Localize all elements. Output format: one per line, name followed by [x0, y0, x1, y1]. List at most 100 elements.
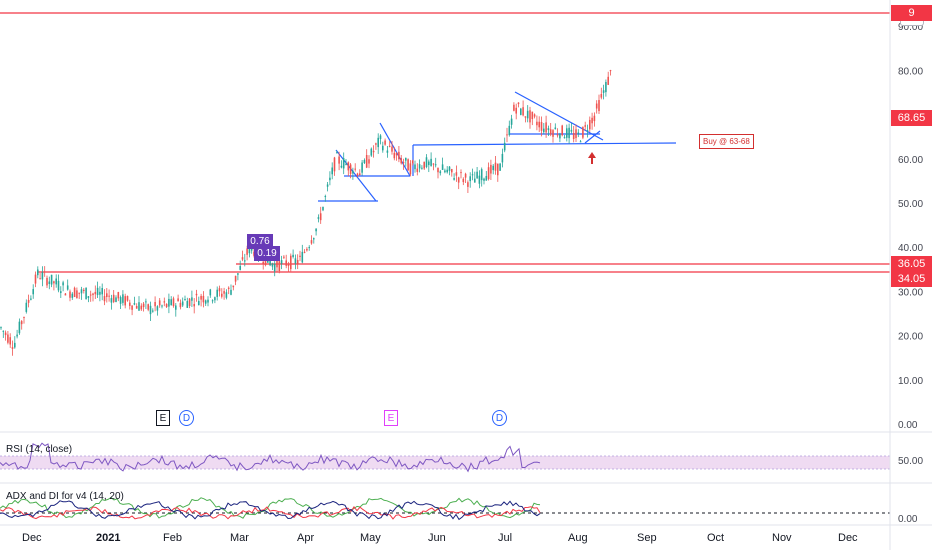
- candle-body: [161, 305, 163, 307]
- candle-body: [395, 152, 398, 156]
- time-axis-label: Jul: [498, 532, 512, 544]
- candle-body: [76, 290, 78, 299]
- candle-body: [464, 173, 467, 178]
- candle-body: [101, 288, 103, 295]
- rsi-pane-title[interactable]: RSI (14, close): [6, 444, 73, 455]
- adx-pane-title[interactable]: ADX and DI for v4 (14, 20): [6, 491, 124, 502]
- candle-body: [379, 135, 382, 140]
- candle-body: [186, 301, 189, 308]
- candle-body: [609, 70, 612, 72]
- candle-body: [234, 275, 237, 282]
- marker-label-a[interactable]: 0.76: [247, 234, 273, 249]
- rsi-axis-tick: 50.00: [898, 456, 924, 467]
- candle-body: [39, 278, 41, 280]
- candle-body: [112, 294, 115, 302]
- candle-body: [405, 157, 407, 161]
- candle-body: [497, 163, 499, 176]
- candle-body: [607, 76, 609, 85]
- candle-body: [540, 122, 543, 131]
- candle-body: [536, 121, 538, 126]
- candle-body: [301, 251, 304, 263]
- candle-body: [262, 261, 264, 264]
- candle-body: [43, 271, 46, 273]
- rsi-line: [0, 442, 541, 473]
- candle-body: [411, 160, 414, 164]
- candle-body: [83, 289, 85, 291]
- price-axis-tick: 0.00: [898, 420, 918, 431]
- candle-body: [605, 81, 607, 93]
- dividend-event-icon[interactable]: D: [179, 410, 194, 426]
- candle-body: [34, 274, 37, 284]
- candle-body: [9, 337, 11, 345]
- candle-body: [407, 159, 409, 171]
- candle-body: [207, 299, 209, 303]
- candle-body: [503, 142, 506, 151]
- candle-body: [418, 164, 421, 169]
- dividend-event-icon[interactable]: D: [492, 410, 507, 426]
- candle-body: [568, 127, 570, 139]
- candle-body: [140, 305, 143, 310]
- candle-body: [103, 296, 106, 302]
- time-axis-label: Nov: [772, 532, 792, 544]
- earnings-event-icon[interactable]: E: [156, 410, 170, 426]
- candle-body: [152, 310, 154, 312]
- candle-body: [375, 143, 377, 145]
- candle-body: [356, 173, 359, 177]
- candle-body: [402, 162, 405, 164]
- candle-body: [4, 332, 7, 336]
- candle-body: [122, 294, 124, 303]
- candle-body: [30, 298, 32, 300]
- candle-body: [308, 247, 310, 249]
- earnings-event-icon[interactable]: E: [384, 410, 398, 426]
- candle-body: [584, 125, 586, 127]
- candle-body: [352, 170, 354, 174]
- candle-body: [543, 128, 545, 133]
- candle-body: [386, 150, 389, 153]
- candle-body: [416, 168, 419, 172]
- candle-body: [32, 289, 34, 295]
- candle-body: [471, 174, 474, 176]
- candle-body: [336, 152, 338, 154]
- buy-annotation[interactable]: Buy @ 63-68: [699, 134, 754, 149]
- candle-body: [108, 295, 110, 297]
- candle-body: [384, 140, 386, 145]
- price-axis-tick: 20.00: [898, 332, 923, 343]
- candle-body: [287, 264, 290, 267]
- candle-body: [87, 296, 90, 298]
- candle-body: [370, 148, 373, 156]
- candle-body: [522, 107, 524, 116]
- candle-body: [71, 293, 74, 298]
- candle-body: [202, 295, 205, 303]
- candle-body: [276, 258, 278, 268]
- candle-body: [158, 300, 161, 306]
- candle-body: [572, 132, 575, 140]
- candle-body: [365, 155, 368, 168]
- price-axis-tick: 60.00: [898, 155, 923, 166]
- marker-label-b[interactable]: 0.19: [254, 246, 280, 261]
- time-axis-label: Oct: [707, 532, 724, 544]
- candle-body: [579, 141, 582, 143]
- candle-body: [117, 292, 120, 299]
- candle-body: [517, 102, 520, 105]
- candle-body: [193, 304, 195, 307]
- candle-body: [515, 107, 517, 114]
- candle-body: [556, 134, 559, 136]
- candle-body: [241, 257, 244, 260]
- candle-body: [349, 164, 352, 174]
- candle-body: [94, 291, 97, 295]
- candle-body: [99, 291, 101, 295]
- candle-body: [50, 274, 53, 285]
- candle-body: [444, 170, 446, 173]
- candle-body: [439, 171, 442, 174]
- candle-body: [545, 122, 547, 133]
- candle-body: [216, 289, 218, 297]
- candle-body: [133, 303, 136, 305]
- candle-body: [218, 288, 221, 292]
- candle-body: [198, 300, 200, 306]
- candle-body: [575, 129, 577, 139]
- candle-body: [485, 175, 488, 181]
- candle-body: [126, 296, 129, 301]
- candle-body: [227, 287, 230, 289]
